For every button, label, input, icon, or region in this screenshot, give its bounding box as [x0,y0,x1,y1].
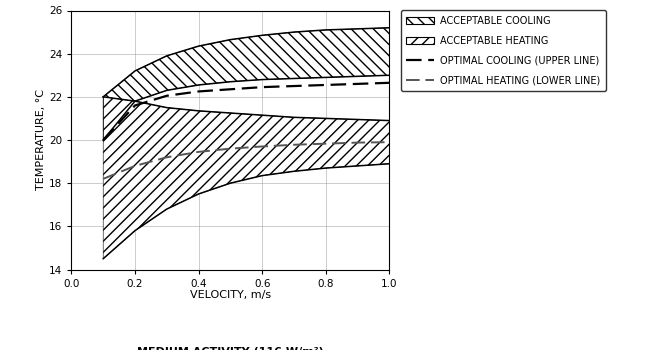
Text: MEDIUM ACTIVITY (116 W/m²): MEDIUM ACTIVITY (116 W/m²) [137,347,324,350]
Y-axis label: TEMPERATURE, °C: TEMPERATURE, °C [36,90,46,190]
X-axis label: VELOCITY, m/s: VELOCITY, m/s [190,290,271,300]
Legend: ACCEPTABLE COOLING, ACCEPTABLE HEATING, OPTIMAL COOLING (UPPER LINE), OPTIMAL HE: ACCEPTABLE COOLING, ACCEPTABLE HEATING, … [400,10,606,91]
